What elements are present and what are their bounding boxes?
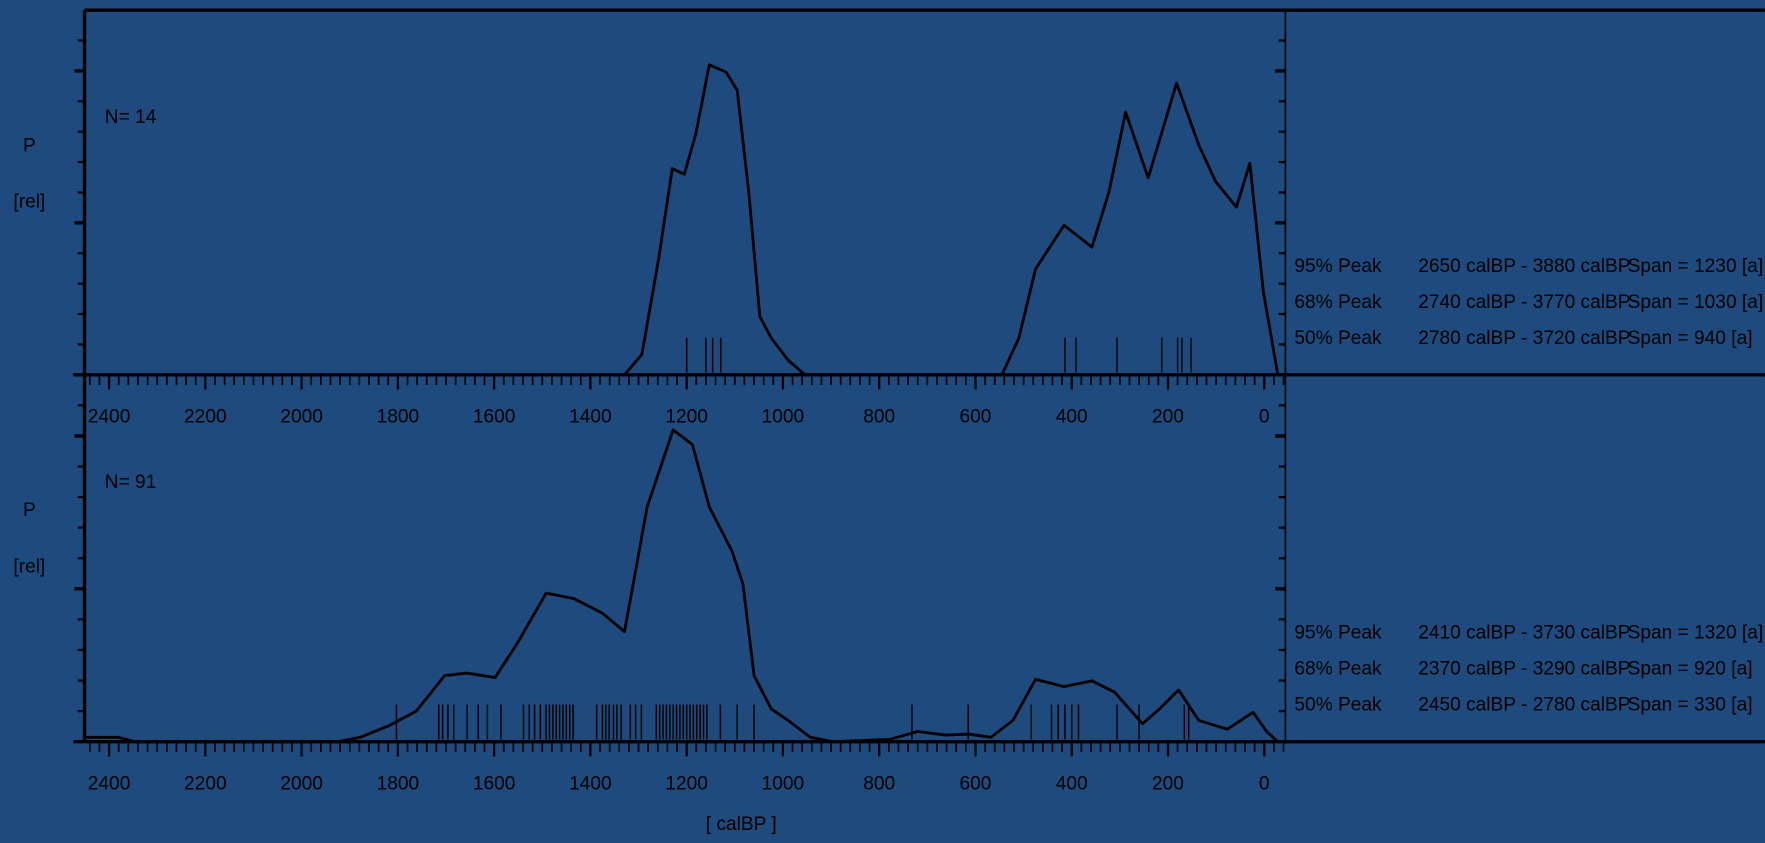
sample-count: N= 14 <box>105 107 157 128</box>
peak-range-text: 2410 calBP - 3730 calBP <box>1418 623 1630 644</box>
x-axis-label: [ calBP ] <box>706 814 777 835</box>
density-curve <box>623 63 1280 377</box>
x-tick-label: 1000 <box>762 774 805 795</box>
x-tick-label: 2200 <box>184 407 227 428</box>
x-tick-label: 2000 <box>280 774 323 795</box>
x-tick-label: 1000 <box>762 407 805 428</box>
peak-range-text: Span = 330 [a] <box>1628 695 1753 716</box>
peak-range-text: 95% Peak <box>1294 256 1382 277</box>
x-tick-label: 1200 <box>665 407 708 428</box>
peak-range-text: Span = 940 [a] <box>1628 328 1753 349</box>
y-axis-label: [rel] <box>13 192 45 213</box>
x-tick-label: 1200 <box>665 774 708 795</box>
peak-range-text: 2650 calBP - 3880 calBP <box>1418 256 1630 277</box>
y-axis-label: P <box>23 500 36 521</box>
y-axis-label: [rel] <box>13 556 45 577</box>
x-tick-label: 2000 <box>280 407 323 428</box>
x-tick-label: 0 <box>1259 407 1270 428</box>
density-curve <box>84 428 1279 744</box>
x-tick-label: 200 <box>1152 407 1184 428</box>
x-tick-label: 400 <box>1056 407 1088 428</box>
x-tick-label: 400 <box>1056 774 1088 795</box>
x-tick-label: 2400 <box>88 407 131 428</box>
x-tick-label: 1800 <box>377 774 420 795</box>
x-tick-label: 600 <box>959 407 991 428</box>
x-tick-label: 600 <box>959 774 991 795</box>
x-tick-label: 1600 <box>473 407 516 428</box>
x-tick-label: 2200 <box>184 774 227 795</box>
peak-range-text: 95% Peak <box>1294 623 1382 644</box>
x-tick-label: 1800 <box>377 407 420 428</box>
peak-range-text: Span = 1230 [a] <box>1628 256 1764 277</box>
peak-range-text: 68% Peak <box>1294 659 1382 680</box>
y-axis-label: P <box>23 135 36 156</box>
x-tick-label: 1400 <box>569 774 612 795</box>
peak-range-text: Span = 1320 [a] <box>1628 623 1764 644</box>
peak-range-text: 2740 calBP - 3770 calBP <box>1418 292 1630 313</box>
x-tick-label: 2400 <box>88 774 131 795</box>
x-tick-label: 1600 <box>473 774 516 795</box>
peak-range-text: 50% Peak <box>1294 328 1382 349</box>
x-tick-label: 800 <box>863 774 895 795</box>
peak-range-text: 2370 calBP - 3290 calBP <box>1418 659 1630 680</box>
peak-range-text: 68% Peak <box>1294 292 1382 313</box>
peak-range-text: Span = 920 [a] <box>1628 659 1753 680</box>
peak-range-text: 50% Peak <box>1294 695 1382 716</box>
x-tick-label: 0 <box>1259 774 1270 795</box>
peak-range-text: 2780 calBP - 3720 calBP <box>1418 328 1630 349</box>
x-tick-label: 200 <box>1152 774 1184 795</box>
x-tick-label: 800 <box>863 407 895 428</box>
peak-range-text: Span = 1030 [a] <box>1628 292 1764 313</box>
sample-count: N= 91 <box>105 472 157 493</box>
x-tick-label: 1400 <box>569 407 612 428</box>
peak-range-text: 2450 calBP - 2780 calBP <box>1418 695 1630 716</box>
